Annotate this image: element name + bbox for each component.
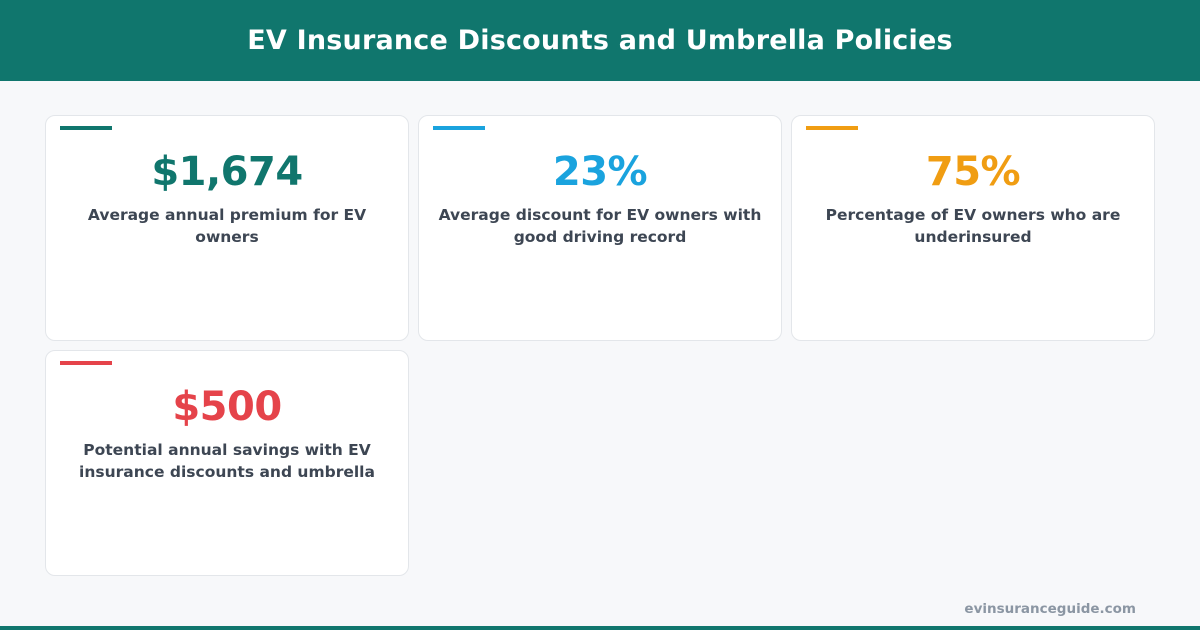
stat-value: $500 <box>172 384 282 430</box>
footer-bar <box>0 626 1200 630</box>
card-accent-bar <box>60 126 112 130</box>
footer-domain: evinsuranceguide.com <box>964 601 1136 617</box>
page-title: EV Insurance Discounts and Umbrella Poli… <box>247 25 953 56</box>
stat-label: Average annual premium for EV owners <box>87 206 367 246</box>
stat-card-underinsured: 75% Percentage of EV owners who are unde… <box>791 115 1155 341</box>
page-header: EV Insurance Discounts and Umbrella Poli… <box>0 0 1200 81</box>
card-accent-bar <box>433 126 485 130</box>
card-accent-bar <box>806 126 858 130</box>
stat-card-average-discount: 23% Average discount for EV owners with … <box>418 115 782 341</box>
stat-value: 23% <box>552 149 648 195</box>
stat-card-average-premium: $1,674 Average annual premium for EV own… <box>45 115 409 341</box>
stat-value: $1,674 <box>151 149 303 195</box>
stat-value: 75% <box>925 149 1021 195</box>
stat-card-potential-savings: $500 Potential annual savings with EV in… <box>45 350 409 576</box>
stat-label: Average discount for EV owners with good… <box>438 206 762 246</box>
card-accent-bar <box>60 361 112 365</box>
stat-label: Percentage of EV owners who are underins… <box>825 206 1121 246</box>
stat-cards-grid: $1,674 Average annual premium for EV own… <box>45 115 1155 576</box>
stat-label: Potential annual savings with EV insuran… <box>79 441 375 481</box>
